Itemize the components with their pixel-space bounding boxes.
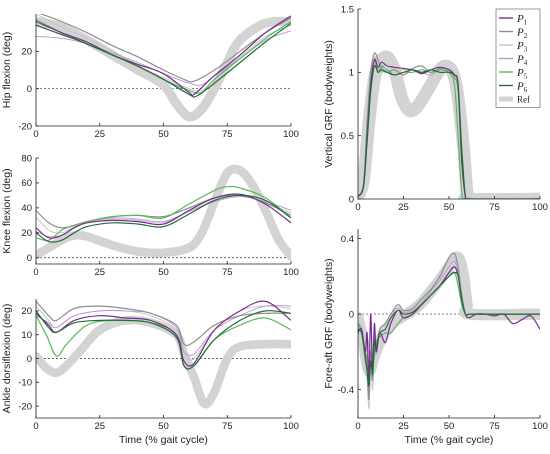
knee-xtick-label: 75 (222, 267, 233, 278)
legend-label-p2: P2 (516, 27, 528, 41)
ankle-dorsiflexion-panel: 0 25 50 75 100 -20 -10 0 10 20 Ankle dorsiflexion … (1, 299, 299, 446)
knee-series-p5 (36, 185, 291, 242)
vgrf-plot-area (358, 50, 540, 199)
vertical-grf-panel: 0 25 50 75 100 0 0.5 1 1.5 Vertical GRF (bodyweig… (323, 4, 548, 213)
knee-xtick-label: 25 (94, 267, 105, 278)
fgrf-xtick-label: 0 (355, 421, 360, 432)
knee-ytick-label: 80 (21, 153, 32, 164)
fore-aft-grf-panel: 0 25 50 75 100 -0.4 0 0.4 Fore-aft GRF (bodyweig… (323, 229, 548, 446)
knee-ytick-label: 20 (21, 228, 32, 239)
fgrf-ytick-label: 0.4 (341, 234, 354, 245)
fgrf-xtick-label: 25 (398, 421, 409, 432)
knee-xtick-label: 50 (158, 267, 169, 278)
hip-xtick-label: 25 (94, 129, 105, 140)
hip-ref-band (36, 16, 291, 122)
fgrf-xlabel: Time (% gait cycle) (405, 434, 494, 446)
legend-label-p5: P5 (516, 67, 528, 81)
vgrf-ref-band (358, 50, 540, 199)
legend-label-p1: P1 (516, 13, 528, 27)
knee-ytick-label: 40 (21, 203, 32, 214)
knee-ytick-label: 0 (27, 253, 32, 264)
vgrf-ytick-label: 1.5 (341, 4, 354, 15)
knee-xtick-label: 0 (33, 267, 38, 278)
vgrf-ytick-label: 0 (349, 194, 354, 205)
hip-ytick-label: 20 (21, 47, 32, 58)
ankle-ref-band (36, 315, 291, 409)
vgrf-xtick-label: 0 (355, 202, 360, 213)
vgrf-xtick-label: 25 (398, 202, 409, 213)
ankle-series-p6 (36, 310, 291, 370)
knee-flexion-panel: 0 25 50 75 100 0 20 40 60 80 Knee flexion (deg) (1, 153, 299, 278)
knee-plot-area (36, 164, 291, 261)
ankle-series-p2 (36, 301, 291, 347)
legend-label-p4: P4 (516, 54, 528, 68)
legend-label-p6: P6 (516, 81, 528, 95)
hip-ytick-label: 0 (27, 84, 32, 95)
knee-ytick-label: 60 (21, 178, 32, 189)
legend-label-ref: Ref (517, 95, 530, 105)
ankle-xtick-label: 25 (94, 421, 105, 432)
fgrf-xtick-label: 75 (489, 421, 500, 432)
hip-xtick-label: 75 (222, 129, 233, 140)
ankle-ytick-label: 20 (21, 306, 32, 317)
fgrf-ytick-label: -0.4 (338, 385, 354, 396)
knee-ylabel: Knee flexion (deg) (1, 168, 13, 253)
hip-xtick-label: 50 (158, 129, 169, 140)
knee-ref-band (36, 164, 291, 261)
ankle-ytick-label: -10 (18, 378, 32, 389)
knee-axes (35, 158, 291, 265)
ankle-plot-area (36, 300, 291, 409)
knee-xtick-label: 100 (283, 267, 299, 278)
ankle-xtick-label: 50 (158, 421, 169, 432)
fgrf-ytick-label: 0 (349, 309, 354, 320)
vgrf-series-p6 (358, 64, 540, 199)
fgrf-xtick-label: 50 (444, 421, 455, 432)
hip-series-p2 (39, 14, 291, 83)
ankle-xtick-label: 100 (283, 421, 299, 432)
vgrf-xtick-label: 75 (489, 202, 500, 213)
vgrf-ytick-label: 1 (349, 68, 354, 79)
knee-series-p6 (36, 194, 291, 243)
ankle-xtick-label: 0 (33, 421, 38, 432)
hip-xtick-label: 0 (33, 129, 38, 140)
vgrf-xtick-label: 50 (444, 202, 455, 213)
ankle-xlabel: Time (% gait cycle) (119, 434, 208, 446)
hip-xtick-label: 100 (283, 129, 299, 140)
hip-ylabel: Hip flexion (deg) (1, 32, 13, 108)
ankle-ytick-label: -20 (18, 401, 32, 412)
ankle-ytick-label: 10 (21, 330, 32, 341)
fgrf-series-p6 (358, 271, 540, 387)
ankle-ylabel: Ankle dorsiflexion (deg) (1, 304, 13, 414)
hip-series-p6 (36, 22, 291, 98)
vgrf-xtick-label: 100 (532, 202, 548, 213)
hip-series-p1 (36, 15, 291, 97)
fgrf-xtick-label: 100 (532, 421, 548, 432)
vgrf-ylabel: Vertical GRF (bodyweights) (323, 40, 335, 168)
vgrf-ytick-label: 0.5 (341, 131, 354, 142)
ankle-xtick-label: 75 (222, 421, 233, 432)
hip-ytick-label: -20 (18, 121, 32, 132)
fgrf-plot-area (358, 251, 540, 410)
knee-series-p1 (36, 193, 291, 239)
ankle-ytick-label: 0 (27, 354, 32, 365)
legend-label-p3: P3 (516, 40, 528, 54)
fgrf-ylabel: Fore-aft GRF (bodyweights) (323, 258, 335, 388)
hip-plot-area (36, 14, 291, 122)
